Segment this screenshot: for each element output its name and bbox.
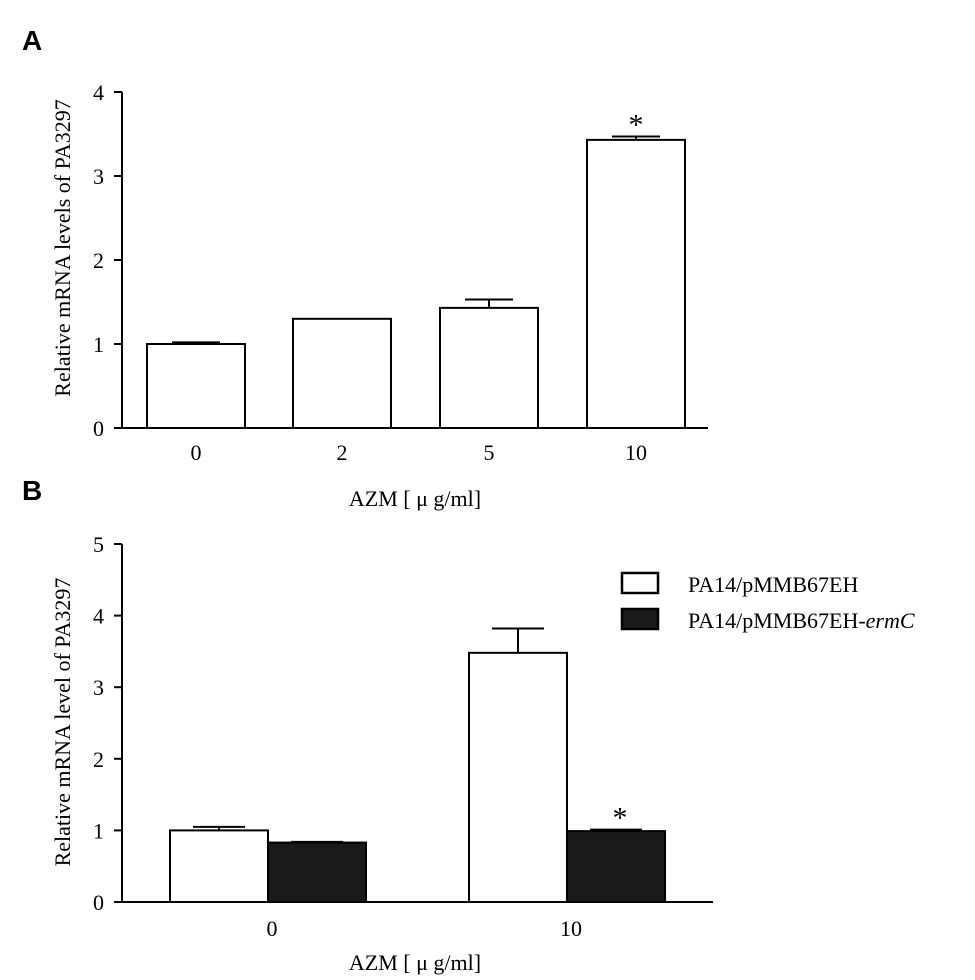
a-bar-5: [439, 306, 539, 430]
a-ytick-label-0: 0: [93, 416, 104, 441]
b-bar-s2-10: [566, 830, 666, 904]
a-xtick-label-10: 10: [625, 440, 647, 465]
legend-label-series-2-text: PA14/pMMB67EH-: [688, 608, 866, 633]
panel-b-ytitle-group: Relative mRNA level of PA3297: [50, 578, 75, 867]
b-bar-s1-10: [468, 651, 568, 903]
panel-a: A Relative mRNA levels of PA3297 0 1 2 3 4 *…: [22, 25, 708, 511]
b-ytick-label-1: 1: [93, 818, 104, 843]
b-ytick-label-4: 4: [93, 604, 104, 629]
a-xtick-label-5: 5: [484, 440, 495, 465]
a-xtick-label-0: 0: [191, 440, 202, 465]
a-bar-10: [586, 138, 686, 429]
b-significance-s2-10: *: [613, 802, 628, 835]
b-ytick-label-3: 3: [93, 675, 104, 700]
panel-b-xtitle: AZM [ μ g/ml]: [349, 950, 481, 975]
panel-b-letter: B: [22, 475, 42, 506]
panel-b-legend: PA14/pMMB67EH PA14/pMMB67EH-ermC: [620, 571, 915, 633]
panel-a-ytitle-group: Relative mRNA levels of PA3297: [50, 99, 75, 396]
b-ytick-label-5: 5: [93, 532, 104, 557]
a-xtick-label-2: 2: [337, 440, 348, 465]
a-significance-10: *: [629, 109, 644, 142]
panel-b: B Relative mRNA level of PA3297 0 1 2 3 4 5 *…: [22, 475, 915, 975]
panel-b-xlabels: 0 10: [267, 916, 583, 941]
panel-a-bars: *: [146, 109, 686, 430]
panel-a-xtitle: AZM [ μ g/ml]: [349, 486, 481, 511]
a-bar-2: [292, 317, 392, 429]
panel-b-ytitle: Relative mRNA level of PA3297: [50, 578, 75, 867]
b-bar-s1-0: [169, 829, 269, 904]
b-ytick-label-2: 2: [93, 747, 104, 772]
legend-label-series-2: PA14/pMMB67EH-ermC: [688, 608, 915, 633]
panel-a-yticks: 0 1 2 3 4: [93, 80, 122, 441]
legend-label-series-1-text: PA14/pMMB67EH: [688, 572, 858, 597]
legend-swatch-series-1: [620, 571, 660, 595]
legend-swatch-series-2: [620, 607, 660, 631]
panel-b-bars: *: [169, 627, 666, 904]
a-ytick-label-4: 4: [93, 80, 104, 105]
panel-a-ytitle: Relative mRNA levels of PA3297: [50, 99, 75, 396]
b-xtick-label-10: 10: [560, 916, 582, 941]
a-bar-0: [146, 343, 246, 429]
b-ytick-label-0: 0: [93, 890, 104, 915]
legend-label-series-2-italic: ermC: [866, 608, 915, 633]
panel-a-xlabels: 0 2 5 10: [191, 440, 648, 465]
panel-b-yticks: 0 1 2 3 4 5: [93, 532, 122, 915]
b-bar-s2-0: [267, 841, 367, 904]
panel-a-letter: A: [22, 25, 42, 56]
a-ytick-label-1: 1: [93, 332, 104, 357]
a-ytick-label-2: 2: [93, 248, 104, 273]
a-ytick-label-3: 3: [93, 164, 104, 189]
legend-label-series-1: PA14/pMMB67EH: [688, 572, 858, 597]
b-xtick-label-0: 0: [267, 916, 278, 941]
